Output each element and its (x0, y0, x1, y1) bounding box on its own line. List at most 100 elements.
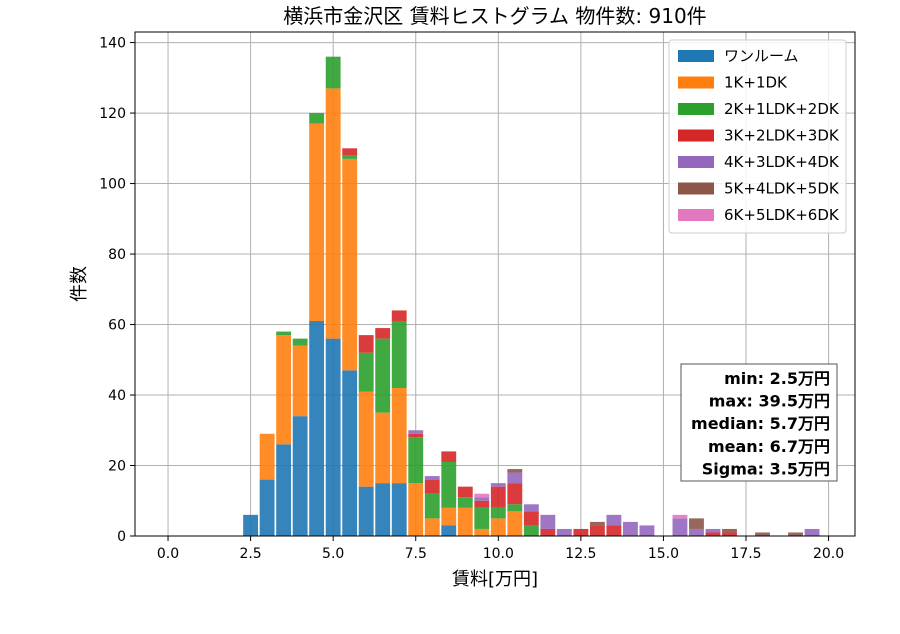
histogram-bar (358, 352, 374, 392)
legend-label: 3K+2LDK+3DK (724, 127, 840, 145)
legend-label: ワンルーム (724, 47, 799, 65)
histogram-bar (243, 514, 259, 536)
histogram-bar (540, 528, 556, 536)
y-tick-label: 120 (99, 106, 126, 122)
histogram-bar (276, 335, 292, 445)
histogram-bar (457, 507, 473, 536)
histogram-bar (292, 338, 308, 346)
histogram-bar (507, 504, 523, 512)
y-tick-label: 20 (108, 459, 126, 475)
histogram-bar (490, 483, 506, 487)
legend-swatch (678, 156, 714, 168)
histogram-bar (342, 148, 358, 156)
histogram-bar (424, 476, 440, 480)
histogram-bar (573, 528, 589, 536)
histogram-bar (391, 483, 407, 536)
histogram-bar (457, 497, 473, 508)
y-tick-label: 0 (117, 529, 126, 545)
y-tick-label: 80 (108, 247, 126, 263)
histogram-bar (342, 158, 358, 371)
histogram-bar (325, 88, 341, 339)
histogram-bar (408, 483, 424, 536)
histogram-bar (705, 528, 721, 533)
histogram-bar (804, 528, 820, 536)
histogram-bar (441, 461, 457, 508)
histogram-bar (325, 56, 341, 89)
histogram-bar (474, 528, 490, 536)
histogram-bar (259, 479, 275, 536)
histogram-bar (639, 525, 655, 536)
histogram-bar (507, 511, 523, 536)
legend-label: 2K+1LDK+2DK (724, 100, 840, 118)
histogram-bar (375, 412, 391, 484)
histogram-bar (523, 504, 539, 512)
chart-title: 横浜市金沢区 賃料ヒストグラム 物件数: 910件 (283, 4, 706, 28)
histogram-bar (358, 335, 374, 353)
legend-label: 1K+1DK (724, 74, 788, 92)
histogram-bar (424, 518, 440, 536)
histogram-bar (474, 493, 490, 498)
legend-swatch (678, 50, 714, 62)
histogram-bar (342, 155, 358, 159)
legend-swatch (678, 209, 714, 221)
x-tick-label: 0.0 (157, 546, 179, 562)
histogram-bar (474, 507, 490, 529)
histogram-bar (722, 532, 737, 536)
x-tick-label: 15.0 (648, 546, 679, 562)
histogram-bar (276, 331, 292, 336)
legend-label: 6K+5LDK+6DK (724, 206, 840, 224)
x-tick-label: 2.5 (239, 546, 261, 562)
x-axis-label: 賃料[万円] (452, 569, 538, 590)
y-tick-label: 100 (99, 177, 126, 193)
histogram-bar (755, 532, 770, 536)
stats-line: median: 5.7万円 (691, 414, 830, 433)
histogram-bar (606, 525, 622, 536)
x-tick-label: 17.5 (730, 546, 761, 562)
y-axis-label: 件数 (69, 266, 90, 302)
histogram-bar (391, 321, 407, 388)
histogram-bar (375, 328, 391, 339)
histogram-bar (424, 493, 440, 519)
histogram-bar (589, 525, 605, 536)
histogram-bar (490, 518, 506, 536)
histogram-bar (556, 528, 572, 536)
histogram-bar (622, 521, 638, 536)
plot-frame (134, 31, 856, 537)
histogram-bar (490, 486, 506, 508)
histogram-bar (507, 483, 523, 505)
histogram-bar (689, 528, 704, 536)
histogram-bar (474, 497, 490, 501)
histogram-bar (309, 321, 325, 536)
histogram-bar (408, 437, 424, 484)
histogram-bar (523, 511, 539, 526)
x-tick-label: 7.5 (405, 546, 427, 562)
histogram-bar (309, 113, 325, 124)
histogram-bar (672, 518, 688, 536)
stats-box (680, 363, 838, 482)
x-tick-label: 20.0 (813, 546, 844, 562)
histogram-bar (375, 338, 391, 413)
stats-line: mean: 6.7万円 (708, 437, 830, 456)
legend-swatch (678, 103, 714, 115)
histogram-bar (391, 310, 407, 322)
histogram-bar (507, 472, 523, 484)
histogram-bar (276, 444, 292, 536)
x-tick-label: 10.0 (483, 546, 514, 562)
stats-line: max: 39.5万円 (709, 392, 830, 411)
histogram-bar (490, 507, 506, 519)
legend-swatch (678, 182, 714, 195)
histogram-bar (391, 387, 407, 484)
histogram-bar (325, 338, 341, 536)
histogram-bar (507, 469, 523, 473)
histogram-bar (705, 532, 721, 536)
y-tick-label: 60 (108, 318, 126, 334)
legend-label: 4K+3LDK+4DK (724, 153, 840, 171)
legend-swatch (678, 76, 714, 89)
histogram-bar (309, 123, 325, 322)
histogram-bar (424, 479, 440, 494)
histogram-bar (441, 507, 457, 526)
histogram-bar (375, 483, 391, 536)
histogram-bar (788, 532, 803, 536)
